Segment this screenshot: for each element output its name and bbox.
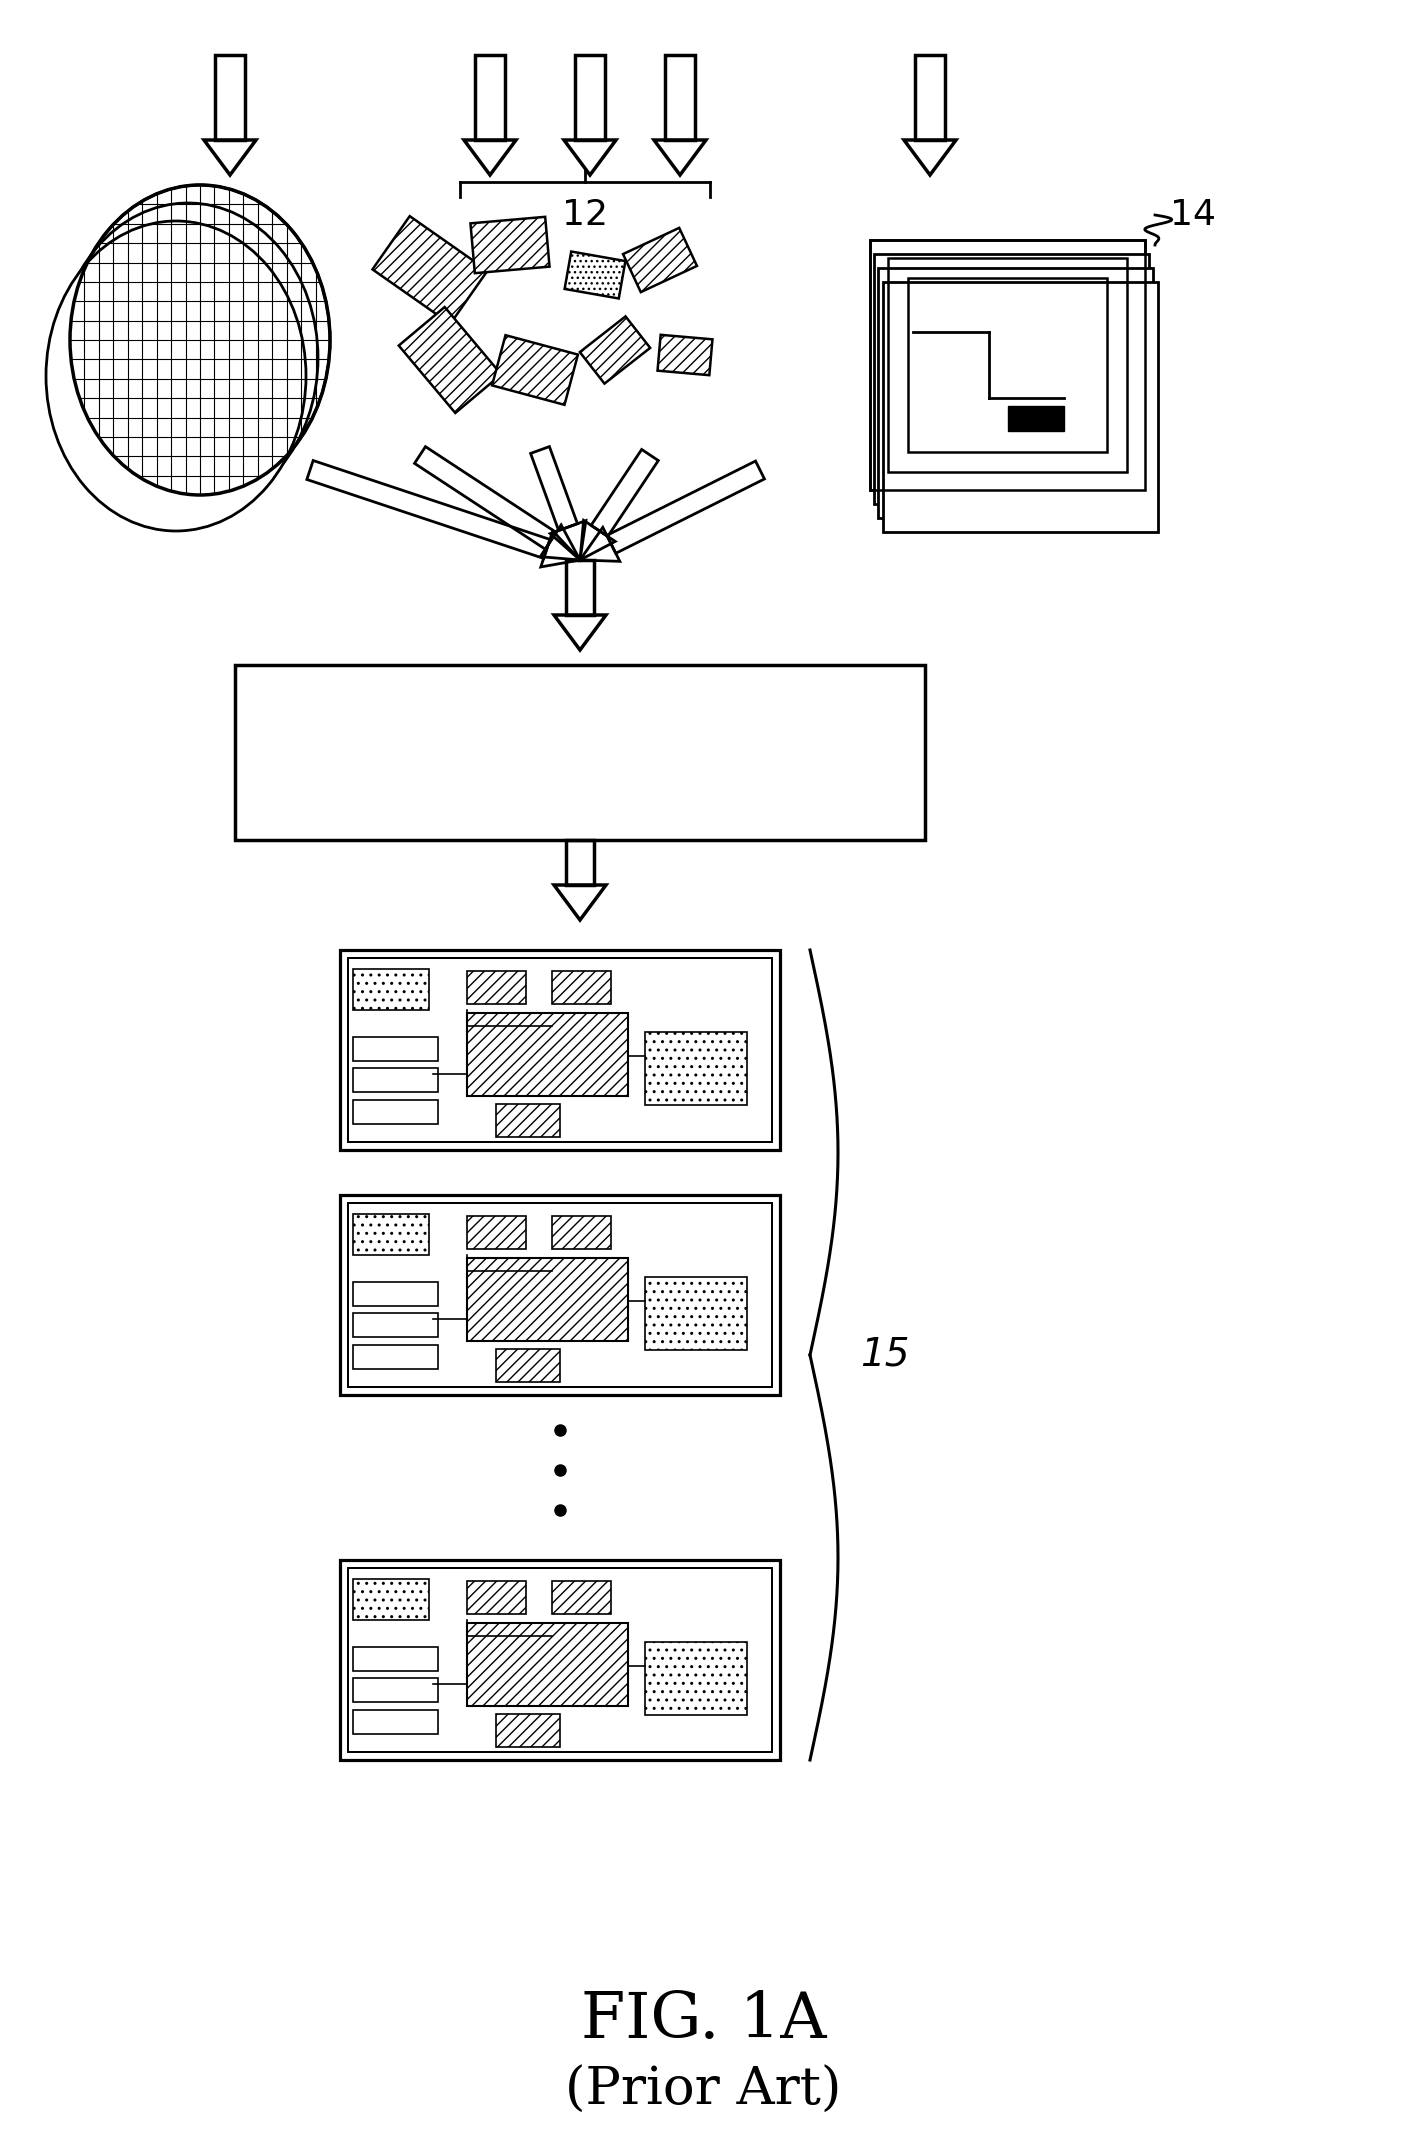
Polygon shape <box>623 228 696 292</box>
Bar <box>552 970 611 1005</box>
Bar <box>908 277 1107 453</box>
Polygon shape <box>882 281 1158 532</box>
Bar <box>467 1258 628 1342</box>
Bar <box>644 1642 747 1715</box>
Polygon shape <box>373 217 488 324</box>
Bar <box>467 1215 526 1250</box>
Bar <box>644 1277 747 1350</box>
Bar <box>353 1709 438 1733</box>
Polygon shape <box>878 268 1154 517</box>
Bar <box>353 1282 438 1305</box>
Bar <box>497 1348 560 1383</box>
Bar <box>353 1679 438 1703</box>
Bar <box>467 1580 526 1615</box>
Bar <box>467 1623 628 1707</box>
Bar <box>870 240 1145 490</box>
Polygon shape <box>492 335 578 406</box>
Polygon shape <box>398 307 501 412</box>
Bar <box>348 1202 772 1387</box>
Bar <box>353 1099 438 1123</box>
Bar <box>888 258 1127 472</box>
Text: 14: 14 <box>1171 198 1216 232</box>
Polygon shape <box>564 251 625 298</box>
Bar <box>552 1215 611 1250</box>
Polygon shape <box>580 316 650 384</box>
Text: (Prior Art): (Prior Art) <box>566 2065 841 2115</box>
Ellipse shape <box>70 185 331 496</box>
Bar <box>353 1213 429 1254</box>
Bar <box>552 1580 611 1615</box>
Bar <box>644 1031 747 1106</box>
Bar <box>353 1647 438 1670</box>
Polygon shape <box>870 240 1145 490</box>
Bar <box>497 1713 560 1748</box>
Bar <box>353 1578 429 1619</box>
Text: FIG. 1A: FIG. 1A <box>581 1990 826 2050</box>
Bar <box>353 1069 438 1093</box>
Bar <box>1007 406 1064 432</box>
Text: 10: 10 <box>58 333 104 367</box>
Bar <box>467 1013 628 1095</box>
Bar <box>348 1567 772 1752</box>
Bar <box>353 1314 438 1338</box>
Bar <box>235 666 924 839</box>
Text: 12: 12 <box>561 198 608 232</box>
Ellipse shape <box>46 221 305 530</box>
Bar <box>340 1196 779 1396</box>
Bar <box>497 1104 560 1138</box>
Polygon shape <box>657 335 712 376</box>
Text: 15: 15 <box>860 1335 909 1374</box>
Polygon shape <box>470 217 550 273</box>
Text: (Serial): (Serial) <box>509 764 650 803</box>
Bar <box>340 949 779 1151</box>
Ellipse shape <box>58 204 318 513</box>
Text: Robotic Pick & Place: Robotic Pick & Place <box>384 702 777 741</box>
Bar <box>353 1037 438 1061</box>
Bar <box>353 1344 438 1368</box>
Bar <box>353 968 429 1009</box>
Bar <box>348 958 772 1142</box>
Bar <box>467 970 526 1005</box>
Polygon shape <box>874 253 1150 505</box>
Bar <box>340 1561 779 1761</box>
